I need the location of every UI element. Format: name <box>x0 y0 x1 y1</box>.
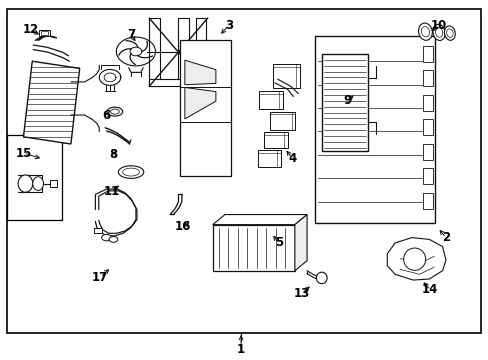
Polygon shape <box>294 215 306 271</box>
Bar <box>422 95 432 111</box>
Polygon shape <box>184 87 216 119</box>
Text: 2: 2 <box>441 231 449 244</box>
Ellipse shape <box>110 109 119 114</box>
Text: 16: 16 <box>175 220 191 233</box>
Bar <box>422 168 432 184</box>
Bar <box>180 40 231 176</box>
Bar <box>50 180 57 187</box>
Text: 13: 13 <box>293 287 310 300</box>
Bar <box>321 54 367 151</box>
Bar <box>272 64 299 88</box>
Text: 12: 12 <box>22 23 39 36</box>
Bar <box>195 18 206 86</box>
Ellipse shape <box>418 23 431 40</box>
Ellipse shape <box>102 234 111 241</box>
Ellipse shape <box>107 107 122 116</box>
Bar <box>259 91 282 109</box>
Text: 11: 11 <box>103 185 120 198</box>
Text: 14: 14 <box>421 283 438 296</box>
Polygon shape <box>386 238 445 280</box>
Polygon shape <box>212 215 306 225</box>
Text: 3: 3 <box>224 19 232 32</box>
Bar <box>149 18 160 86</box>
Ellipse shape <box>316 272 326 284</box>
Ellipse shape <box>109 237 118 242</box>
Text: 1: 1 <box>237 343 244 356</box>
Bar <box>41 31 48 35</box>
Text: 5: 5 <box>274 237 282 249</box>
Bar <box>422 144 432 160</box>
Ellipse shape <box>421 27 428 37</box>
Bar <box>422 70 432 86</box>
Text: 15: 15 <box>15 147 32 159</box>
Ellipse shape <box>118 166 143 178</box>
Text: 8: 8 <box>109 148 117 161</box>
Bar <box>178 18 189 86</box>
Text: 4: 4 <box>288 152 296 165</box>
Text: 17: 17 <box>92 271 108 284</box>
Polygon shape <box>23 61 80 144</box>
Bar <box>422 46 432 62</box>
Bar <box>315 36 434 223</box>
Ellipse shape <box>122 168 139 176</box>
Ellipse shape <box>434 28 442 37</box>
Text: 7: 7 <box>127 28 135 41</box>
Bar <box>149 79 207 86</box>
Bar <box>269 112 295 130</box>
Ellipse shape <box>444 26 454 40</box>
Ellipse shape <box>432 24 445 40</box>
Bar <box>7 135 62 220</box>
Bar <box>94 228 102 233</box>
Ellipse shape <box>446 29 452 37</box>
Text: 6: 6 <box>102 109 110 122</box>
Polygon shape <box>184 60 216 85</box>
Ellipse shape <box>18 175 33 192</box>
Bar <box>258 150 280 167</box>
Bar <box>264 132 287 148</box>
Bar <box>422 193 432 209</box>
Ellipse shape <box>33 177 43 190</box>
Ellipse shape <box>403 248 425 270</box>
Text: 9: 9 <box>343 94 350 107</box>
Bar <box>39 30 50 36</box>
Text: 10: 10 <box>430 19 447 32</box>
Bar <box>422 119 432 135</box>
Bar <box>212 225 294 271</box>
